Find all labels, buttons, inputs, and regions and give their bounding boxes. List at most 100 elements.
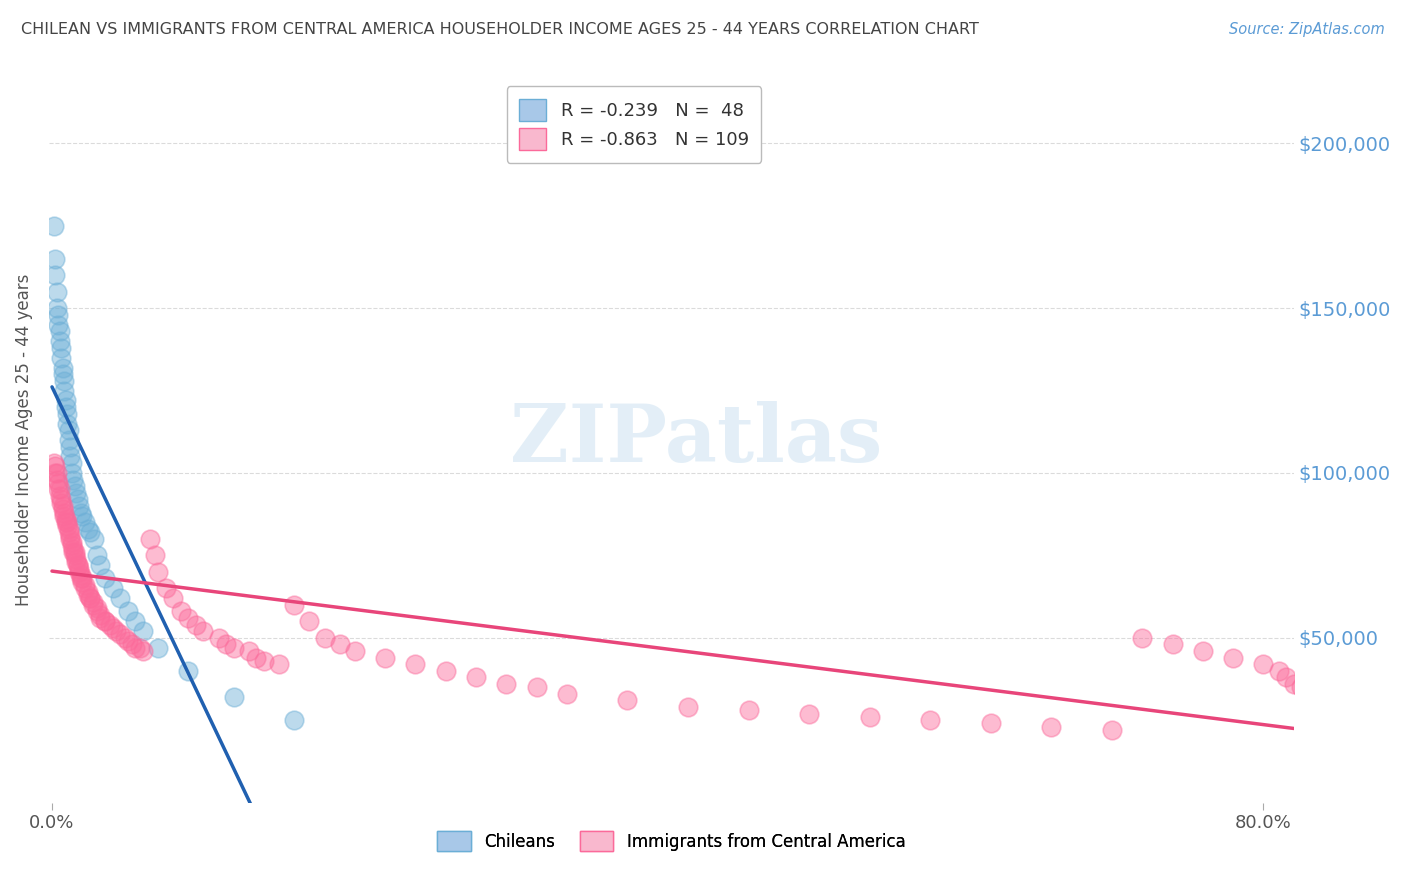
Point [1161, 637, 1184, 651]
Point [94, 615, 117, 629]
Point [69, 506, 91, 520]
Point [55, 516, 77, 530]
Point [62, 473, 84, 487]
Point [79, 525, 101, 540]
Point [56, 407, 79, 421]
Point [83, 532, 105, 546]
Point [146, 565, 169, 579]
Point [60, 535, 83, 549]
Point [72, 508, 94, 523]
Point [65, 555, 87, 569]
Point [72, 574, 94, 589]
Point [77, 588, 100, 602]
Point [44, 459, 66, 474]
Point [49, 341, 72, 355]
Point [155, 582, 177, 596]
Point [676, 700, 699, 714]
Point [75, 582, 97, 596]
Point [1275, 670, 1298, 684]
Point [89, 611, 111, 625]
Y-axis label: Householder Income Ages 25 - 44 years: Householder Income Ages 25 - 44 years [15, 274, 32, 607]
Point [329, 637, 352, 651]
Point [1267, 664, 1289, 678]
Point [1040, 720, 1063, 734]
Point [63, 479, 86, 493]
Point [98, 617, 121, 632]
Point [45, 466, 67, 480]
Point [52, 499, 75, 513]
Point [44, 252, 66, 266]
Point [66, 558, 89, 573]
Point [62, 545, 84, 559]
Point [108, 627, 131, 641]
Point [170, 604, 193, 618]
Point [58, 423, 80, 437]
Point [89, 558, 111, 573]
Point [238, 644, 260, 658]
Point [75, 578, 97, 592]
Point [177, 664, 200, 678]
Point [86, 601, 108, 615]
Point [121, 637, 143, 651]
Point [49, 496, 72, 510]
Point [79, 591, 101, 606]
Point [69, 568, 91, 582]
Text: CHILEAN VS IMMIGRANTS FROM CENTRAL AMERICA HOUSEHOLDER INCOME AGES 25 - 44 YEARS: CHILEAN VS IMMIGRANTS FROM CENTRAL AMERI… [21, 22, 979, 37]
Point [162, 591, 184, 606]
Point [495, 677, 517, 691]
Point [46, 318, 69, 332]
Point [60, 539, 83, 553]
Point [56, 518, 79, 533]
Point [980, 716, 1002, 731]
Point [124, 615, 146, 629]
Point [139, 532, 162, 546]
Point [44, 466, 66, 480]
Point [117, 604, 139, 618]
Point [117, 634, 139, 648]
Point [222, 690, 245, 705]
Point [49, 492, 72, 507]
Point [65, 485, 87, 500]
Point [343, 644, 366, 658]
Point [56, 516, 79, 530]
Point [283, 598, 305, 612]
Point [101, 582, 124, 596]
Point [67, 499, 90, 513]
Point [555, 687, 578, 701]
Point [48, 489, 70, 503]
Point [215, 637, 238, 651]
Point [55, 512, 77, 526]
Point [143, 549, 166, 563]
Point [66, 492, 89, 507]
Point [55, 400, 77, 414]
Point [46, 308, 69, 322]
Point [60, 466, 83, 480]
Point [52, 502, 75, 516]
Point [48, 483, 70, 497]
Point [404, 657, 426, 672]
Point [44, 268, 66, 283]
Point [108, 591, 131, 606]
Point [75, 516, 97, 530]
Point [1192, 644, 1215, 658]
Point [298, 615, 321, 629]
Point [86, 549, 108, 563]
Point [82, 598, 104, 612]
Point [53, 506, 76, 520]
Point [59, 450, 82, 464]
Point [62, 541, 84, 556]
Point [177, 611, 200, 625]
Point [245, 650, 267, 665]
Point [69, 571, 91, 585]
Point [124, 640, 146, 655]
Point [737, 703, 759, 717]
Point [132, 624, 155, 639]
Point [526, 680, 548, 694]
Point [101, 621, 124, 635]
Point [63, 545, 86, 559]
Point [53, 374, 76, 388]
Text: Source: ZipAtlas.com: Source: ZipAtlas.com [1229, 22, 1385, 37]
Text: ZIPatlas: ZIPatlas [510, 401, 883, 479]
Point [45, 473, 67, 487]
Point [45, 285, 67, 299]
